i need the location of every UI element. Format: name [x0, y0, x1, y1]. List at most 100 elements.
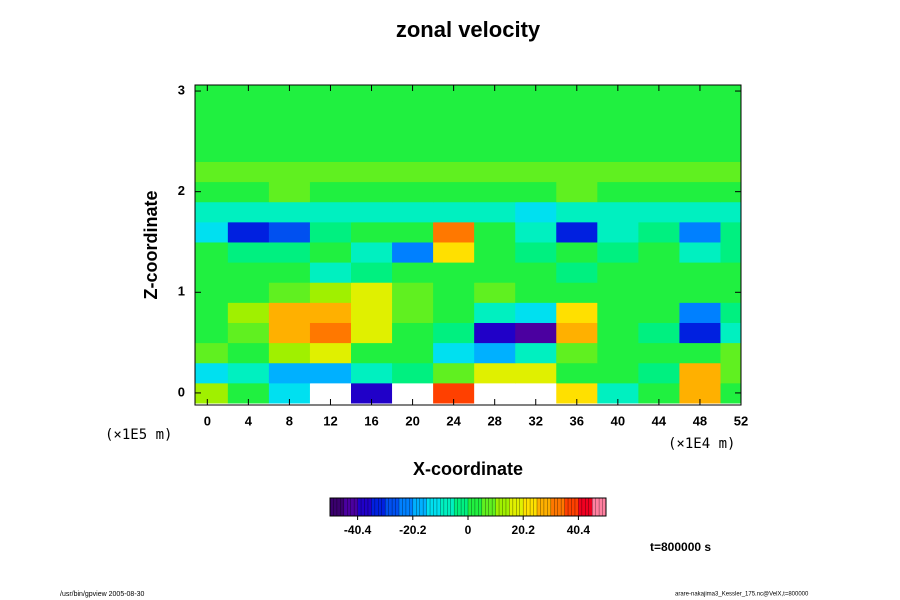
cell	[433, 342, 475, 364]
y-tick-label: 2	[178, 183, 185, 198]
time-label: t=800000 s	[650, 540, 711, 554]
cell	[515, 121, 557, 142]
cell	[351, 161, 393, 183]
colorbar-swatch	[523, 498, 538, 516]
cell	[309, 282, 352, 303]
cell	[433, 201, 475, 223]
cell	[351, 141, 393, 162]
cell	[268, 382, 311, 404]
cell	[227, 362, 270, 384]
cell	[227, 201, 270, 223]
cell	[597, 362, 639, 384]
cell	[597, 262, 639, 283]
footer-right: arare-nakajima3_Kessler_175.nc@VelX,t=80…	[675, 592, 809, 598]
x-tick-label: 32	[529, 413, 543, 428]
cell	[351, 262, 393, 283]
cell	[515, 141, 557, 162]
cell	[433, 85, 475, 102]
cell	[556, 302, 598, 323]
cell	[392, 262, 434, 283]
colorbar-tick-label: 0	[465, 523, 472, 537]
cell	[433, 262, 475, 283]
colorbar-swatch	[578, 498, 593, 516]
cell	[268, 201, 311, 223]
cell	[474, 302, 516, 323]
cell	[227, 241, 270, 263]
cell	[720, 101, 741, 122]
cell	[720, 302, 741, 323]
y-tick-label: 1	[178, 284, 185, 299]
cell	[556, 101, 598, 122]
cell	[227, 161, 270, 183]
cell	[720, 221, 741, 243]
cell	[309, 121, 352, 142]
cell	[351, 241, 393, 263]
cell	[638, 322, 680, 344]
cell	[351, 101, 393, 122]
x-tick-label: 48	[693, 413, 707, 428]
cell	[720, 85, 741, 102]
cell	[268, 322, 311, 344]
cell	[474, 241, 516, 263]
cell	[268, 362, 311, 384]
cell	[227, 85, 270, 102]
heatmap	[195, 85, 741, 404]
cell	[351, 342, 393, 364]
cell	[720, 362, 741, 384]
cell	[474, 342, 516, 364]
colorbar-tick-label: -40.4	[344, 523, 372, 537]
cell	[195, 241, 229, 263]
cell	[351, 121, 393, 142]
cell	[309, 262, 352, 283]
cell	[720, 262, 741, 283]
cell	[556, 85, 598, 102]
cell	[515, 342, 557, 364]
cell	[195, 161, 229, 183]
x-tick-label: 24	[446, 413, 461, 428]
cell	[433, 302, 475, 323]
cell	[597, 201, 639, 223]
cell	[556, 342, 598, 364]
cell	[474, 382, 516, 404]
cell	[268, 282, 311, 303]
cell	[474, 121, 516, 142]
cell	[392, 161, 434, 183]
cell	[392, 181, 434, 203]
cell	[679, 181, 721, 203]
cell	[351, 201, 393, 223]
cell	[351, 85, 393, 102]
cell	[433, 241, 475, 263]
cell	[597, 282, 639, 303]
cell	[556, 201, 598, 223]
cell	[227, 121, 270, 142]
cell	[474, 201, 516, 223]
cell	[720, 322, 741, 344]
cell	[433, 121, 475, 142]
cell	[597, 342, 639, 364]
cell	[638, 221, 680, 243]
cell	[515, 161, 557, 183]
cell	[195, 201, 229, 223]
cell	[597, 101, 639, 122]
colorbar-swatch	[495, 498, 510, 516]
cell	[556, 121, 598, 142]
cell	[392, 121, 434, 142]
cell	[556, 262, 598, 283]
cell	[195, 181, 229, 203]
cell	[392, 241, 434, 263]
cell	[556, 161, 598, 183]
colorbar-swatch	[509, 498, 524, 516]
cell	[638, 262, 680, 283]
colorbar-swatch	[357, 498, 372, 516]
cell	[392, 382, 434, 404]
cell	[679, 302, 721, 323]
cell	[515, 241, 557, 263]
cell	[351, 322, 393, 344]
x-tick-label: 20	[405, 413, 419, 428]
plot-frame	[194, 84, 742, 406]
cell	[268, 161, 311, 183]
colorbar-swatch	[371, 498, 386, 516]
cell	[195, 221, 229, 243]
cell	[638, 85, 680, 102]
cell	[515, 221, 557, 243]
